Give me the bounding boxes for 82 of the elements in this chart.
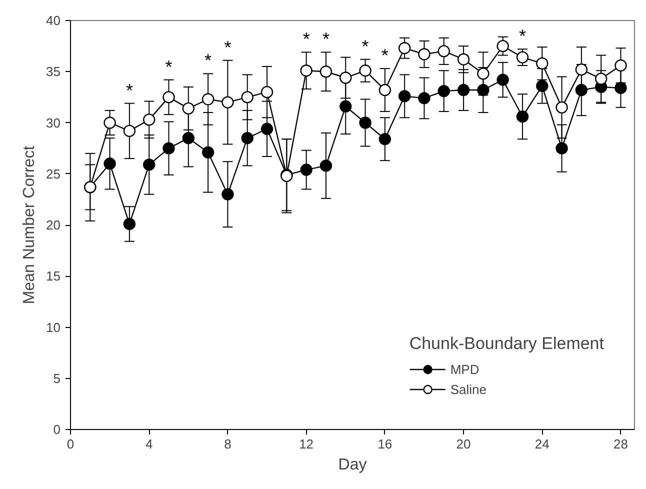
annotation: * <box>302 29 310 50</box>
annotation: * <box>204 50 212 71</box>
point <box>300 164 312 176</box>
point <box>556 142 568 154</box>
point <box>614 59 627 72</box>
point <box>378 133 392 146</box>
point <box>182 102 195 115</box>
point <box>340 100 352 112</box>
x-tick-label: 4 <box>145 436 153 452</box>
point <box>496 40 509 52</box>
point <box>260 86 274 98</box>
point <box>182 132 195 144</box>
x-axis-title: Day <box>338 456 367 474</box>
legend-title: Chunk-Boundary Element <box>409 334 604 354</box>
point <box>556 101 568 114</box>
point <box>222 96 234 108</box>
point <box>123 124 136 138</box>
point <box>477 84 490 96</box>
x-tick-label: 8 <box>224 436 232 452</box>
point <box>202 93 214 106</box>
x-tick-label: 24 <box>534 436 550 452</box>
point <box>104 116 116 129</box>
annotation: * <box>322 29 330 50</box>
annotation: * <box>362 36 369 56</box>
point <box>320 160 332 172</box>
x-tick-label: 28 <box>614 436 628 452</box>
y-tick-label: 0 <box>53 422 61 437</box>
x-tick-label: 20 <box>456 436 471 452</box>
point <box>143 158 156 171</box>
point <box>260 122 274 135</box>
point <box>320 66 332 78</box>
point <box>241 132 254 144</box>
point <box>477 68 490 80</box>
annotation: * <box>224 37 232 58</box>
annotation: * <box>165 56 172 77</box>
legend-label: Saline <box>450 382 486 396</box>
point <box>123 218 136 230</box>
x-tick-label: 0 <box>66 436 74 452</box>
point <box>496 74 509 86</box>
point <box>143 114 156 126</box>
point <box>516 110 529 123</box>
point <box>614 82 627 94</box>
point <box>575 63 588 76</box>
annotation: * <box>518 26 526 46</box>
point <box>457 84 470 96</box>
y-tick-label: 30 <box>46 115 61 130</box>
y-axis-title: Mean Number Correct <box>21 145 38 304</box>
annotation: * <box>126 80 133 100</box>
point <box>378 84 392 96</box>
point <box>300 64 312 77</box>
point <box>162 91 175 104</box>
point <box>536 80 548 92</box>
point <box>202 146 214 158</box>
point <box>359 116 372 129</box>
y-tick-label: 25 <box>46 166 61 182</box>
legend-label: MPD <box>450 362 480 376</box>
point <box>438 45 450 58</box>
x-tick-label: 16 <box>378 436 392 452</box>
point <box>536 57 548 70</box>
y-tick-label: 15 <box>46 268 61 284</box>
point <box>438 84 450 98</box>
point <box>418 92 430 104</box>
point <box>104 158 116 170</box>
point <box>575 84 588 96</box>
x-tick-label: 12 <box>299 436 314 452</box>
annotation: * <box>381 46 388 66</box>
point <box>222 188 234 200</box>
point <box>241 91 254 104</box>
y-tick-label: 20 <box>46 218 61 232</box>
point <box>516 51 529 64</box>
y-tick-label: 40 <box>46 13 61 28</box>
point <box>594 72 608 85</box>
point <box>359 64 372 77</box>
point <box>398 90 411 102</box>
point <box>340 72 352 84</box>
point <box>418 48 430 60</box>
y-tick-label: 35 <box>46 64 61 80</box>
y-tick-label: 5 <box>53 370 61 386</box>
y-tick-label: 10 <box>46 320 61 335</box>
point <box>457 53 470 66</box>
point <box>162 142 175 154</box>
point <box>398 42 411 54</box>
